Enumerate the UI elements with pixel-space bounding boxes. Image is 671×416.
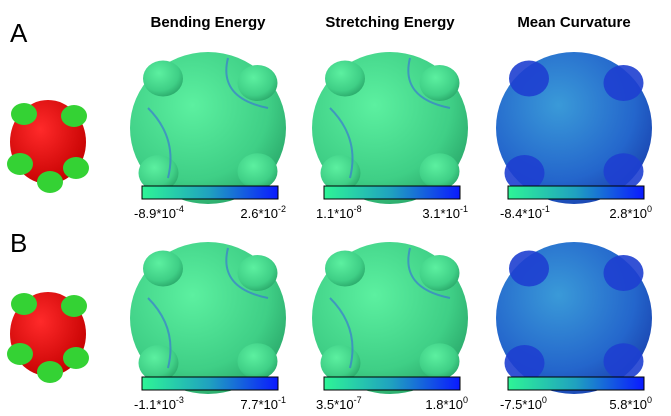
patch: [11, 293, 37, 315]
colorbar-label: -8.4*10-1: [500, 204, 550, 221]
label-base: -1.1*10: [134, 397, 176, 412]
bump: [420, 255, 460, 291]
bump: [604, 153, 644, 189]
bump: [143, 61, 183, 97]
column-title: Stretching Energy: [325, 14, 455, 31]
bump: [143, 251, 183, 287]
patch: [11, 103, 37, 125]
label-exponent: -8: [354, 204, 362, 214]
bump: [505, 345, 545, 381]
colorbar-label: 2.8*100: [609, 204, 652, 221]
bump: [238, 65, 278, 101]
bump: [238, 153, 278, 189]
colorbar-label: -7.5*100: [500, 395, 547, 412]
patch: [61, 105, 87, 127]
bump: [139, 345, 179, 381]
colorbar: [508, 377, 644, 390]
bump: [238, 343, 278, 379]
label-base: 5.8*10: [609, 397, 647, 412]
label-exponent: 0: [463, 395, 468, 405]
bump: [604, 65, 644, 101]
panel-label: A: [10, 18, 28, 48]
patch: [7, 343, 33, 365]
bump: [509, 61, 549, 97]
label-base: -7.5*10: [500, 397, 542, 412]
bump: [604, 343, 644, 379]
bump: [325, 251, 365, 287]
colorbar-label: 1.1*10-8: [316, 204, 362, 221]
figure: Bending Energy Stretching Energy Mean Curv…: [0, 0, 671, 416]
colorbar: [508, 186, 644, 199]
colorbar: [142, 377, 278, 390]
bump: [509, 251, 549, 287]
bump: [325, 61, 365, 97]
colorbar-label: -8.9*10-4: [134, 204, 184, 221]
colorbar: [324, 377, 460, 390]
label-base: 1.8*10: [425, 397, 463, 412]
label-exponent: -1: [460, 204, 468, 214]
label-exponent: -3: [176, 395, 184, 405]
label-base: 3.5*10: [316, 397, 354, 412]
patch: [63, 347, 89, 369]
patch: [37, 361, 63, 383]
label-exponent: 0: [647, 395, 652, 405]
label-base: 3.1*10: [422, 206, 460, 221]
colorbar-label: 3.1*10-1: [422, 204, 468, 221]
label-exponent: 0: [542, 395, 547, 405]
bump: [321, 345, 361, 381]
colorbar-label: 2.6*10-2: [240, 204, 286, 221]
patch: [37, 171, 63, 193]
label-exponent: -7: [354, 395, 362, 405]
colorbar-label: 7.7*10-1: [240, 395, 286, 412]
bump: [604, 255, 644, 291]
label-base: 2.6*10: [240, 206, 278, 221]
colorbar-label: 5.8*100: [609, 395, 652, 412]
colorbar-label: 1.8*100: [425, 395, 468, 412]
colorbar: [142, 186, 278, 199]
label-exponent: -1: [542, 204, 550, 214]
bump: [238, 255, 278, 291]
label-exponent: -2: [278, 204, 286, 214]
label-base: -8.9*10: [134, 206, 176, 221]
label-exponent: 0: [647, 204, 652, 214]
bump: [420, 343, 460, 379]
label-exponent: -1: [278, 395, 286, 405]
label-base: -8.4*10: [500, 206, 542, 221]
patch: [7, 153, 33, 175]
bump: [420, 153, 460, 189]
bump: [420, 65, 460, 101]
colorbar-label: -1.1*10-3: [134, 395, 184, 412]
column-title: Bending Energy: [150, 14, 266, 31]
colorbar-label: 3.5*10-7: [316, 395, 362, 412]
label-base: 7.7*10: [240, 397, 278, 412]
colorbar: [324, 186, 460, 199]
patch: [63, 157, 89, 179]
label-base: 2.8*10: [609, 206, 647, 221]
patch: [61, 295, 87, 317]
column-title: Mean Curvature: [517, 14, 630, 31]
panel-label: B: [10, 228, 27, 258]
label-base: 1.1*10: [316, 206, 354, 221]
label-exponent: -4: [176, 204, 184, 214]
